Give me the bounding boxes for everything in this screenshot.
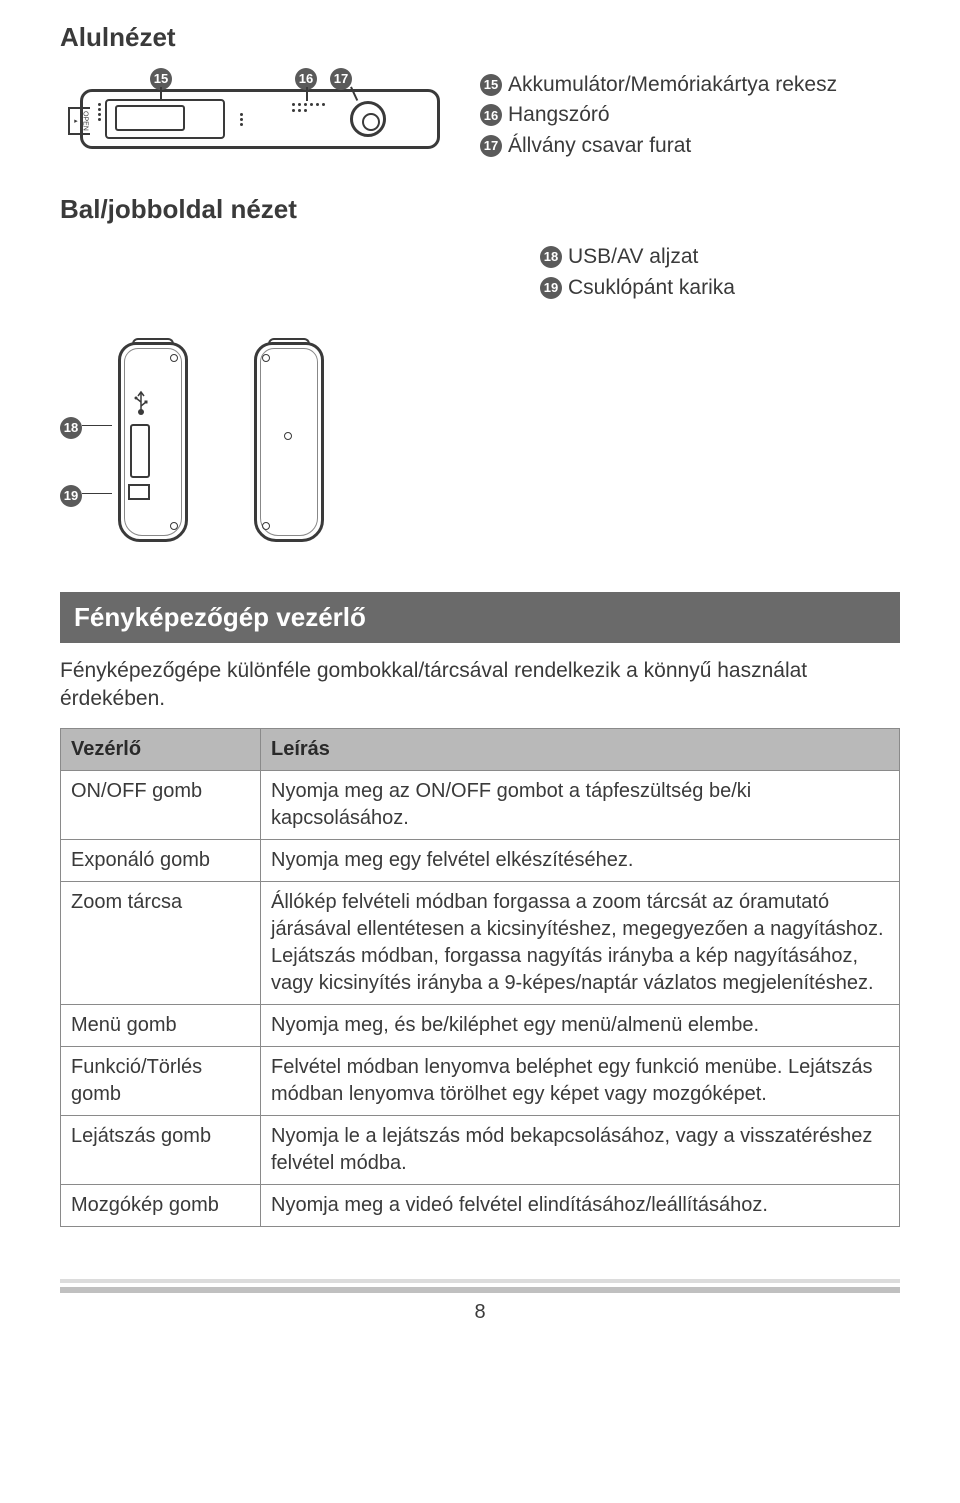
tripod-socket-icon: [350, 101, 386, 137]
callout-num: 17: [480, 135, 502, 157]
control-name: Mozgókép gomb: [61, 1184, 261, 1226]
control-name: ON/OFF gomb: [61, 770, 261, 839]
callout-num: 19: [540, 277, 562, 299]
callout-19-icon: 19: [60, 485, 82, 507]
side-view-diagram: 18 19: [60, 334, 900, 564]
control-desc: Állókép felvételi módban forgassa a zoom…: [261, 881, 900, 1004]
callout-num: 18: [540, 246, 562, 268]
control-name: Menü gomb: [61, 1004, 261, 1046]
callout-label: Állvány csavar furat: [508, 132, 691, 160]
control-desc: Nyomja meg a videó felvétel elindításáho…: [261, 1184, 900, 1226]
controller-intro: Fényképezőgépe különféle gombokkal/tárcs…: [60, 657, 900, 714]
control-name: Exponáló gomb: [61, 839, 261, 881]
control-name: Funkció/Törlés gomb: [61, 1046, 261, 1115]
control-desc: Nyomja meg, és be/kiléphet egy menü/alme…: [261, 1004, 900, 1046]
open-tab-label: OPEN ▸: [68, 107, 90, 135]
bottom-view-row: OPEN ▸ 15 16 17 15 Akkumulátor/Memóriaká…: [60, 63, 900, 162]
bottom-view-heading: Alulnézet: [60, 20, 900, 55]
page-footer: 8: [60, 1287, 900, 1326]
table-row: ON/OFF gomb Nyomja meg az ON/OFF gombot …: [61, 770, 900, 839]
side-view-callouts: [60, 235, 510, 239]
table-header-control: Vezérlő: [61, 728, 261, 770]
controller-table: Vezérlő Leírás ON/OFF gomb Nyomja meg az…: [60, 728, 900, 1227]
table-row: Menü gomb Nyomja meg, és be/kiléphet egy…: [61, 1004, 900, 1046]
callout-18-icon: 18: [60, 417, 82, 439]
callout-label: Hangszóró: [508, 101, 610, 129]
controller-bar-title: Fényképezőgép vezérlő: [60, 592, 900, 643]
side-view-row: 18 USB/AV aljzat 19 Csuklópánt karika: [60, 235, 900, 304]
control-desc: Felvétel módban lenyomva beléphet egy fu…: [261, 1046, 900, 1115]
control-name: Zoom tárcsa: [61, 881, 261, 1004]
control-name: Lejátszás gomb: [61, 1115, 261, 1184]
callout-num: 15: [480, 74, 502, 96]
callout-num: 16: [480, 104, 502, 126]
table-row: Mozgókép gomb Nyomja meg a videó felvéte…: [61, 1184, 900, 1226]
bottom-view-callouts: 15 Akkumulátor/Memóriakártya rekesz 16 H…: [480, 63, 900, 162]
callout-label: USB/AV aljzat: [568, 243, 698, 271]
table-row: Exponáló gomb Nyomja meg egy felvétel el…: [61, 839, 900, 881]
control-desc: Nyomja meg egy felvétel elkészítéséhez.: [261, 839, 900, 881]
control-desc: Nyomja le a lejátszás mód bekapcsolásáho…: [261, 1115, 900, 1184]
side-view-heading: Bal/jobboldal nézet: [60, 192, 900, 227]
callout-label: Akkumulátor/Memóriakártya rekesz: [508, 71, 837, 99]
control-desc: Nyomja meg az ON/OFF gombot a tápfeszült…: [261, 770, 900, 839]
page-number: 8: [474, 1301, 485, 1323]
table-header-desc: Leírás: [261, 728, 900, 770]
table-row: Zoom tárcsa Állókép felvételi módban for…: [61, 881, 900, 1004]
callout-label: Csuklópánt karika: [568, 274, 735, 302]
table-row: Lejátszás gomb Nyomja le a lejátszás mód…: [61, 1115, 900, 1184]
usb-icon: [134, 388, 148, 416]
bottom-view-diagram: OPEN ▸ 15 16 17: [60, 63, 450, 162]
callout-17-icon: 17: [330, 68, 352, 90]
table-row: Funkció/Törlés gomb Felvétel módban leny…: [61, 1046, 900, 1115]
side-view-callouts-right: 18 USB/AV aljzat 19 Csuklópánt karika: [540, 235, 900, 304]
